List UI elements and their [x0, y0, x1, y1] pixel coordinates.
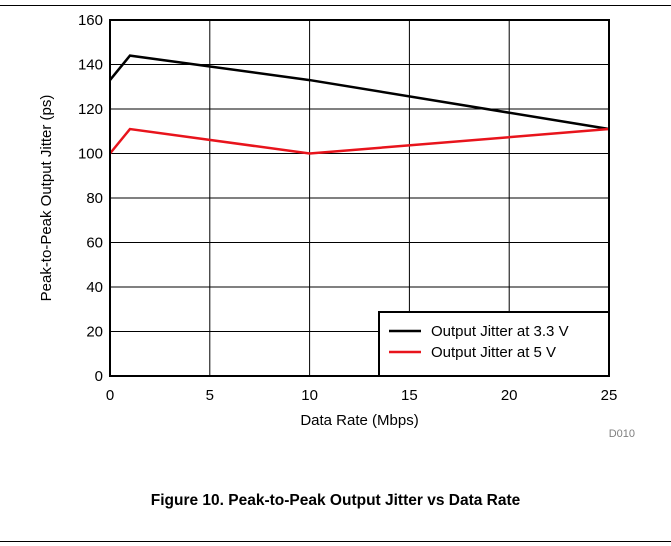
legend-label: Output Jitter at 5 V — [431, 344, 556, 361]
y-tick-label: 120 — [78, 101, 103, 118]
y-axis-label: Peak-to-Peak Output Jitter (ps) — [38, 95, 55, 302]
series-lines — [109, 54, 610, 155]
x-tick-label: 20 — [501, 387, 518, 404]
x-axis-label: Data Rate (Mbps) — [300, 412, 418, 429]
legend-box — [378, 311, 610, 377]
x-tick-label: 15 — [401, 387, 418, 404]
y-tick-label: 60 — [86, 235, 103, 252]
x-tick-label: 25 — [601, 387, 618, 404]
legend: Output Jitter at 3.3 V Output Jitter at 5… — [378, 311, 610, 377]
x-tick-label: 10 — [301, 387, 318, 404]
x-tick-label: 5 — [206, 387, 214, 404]
legend-label: Output Jitter at 3.3 V — [431, 323, 569, 340]
figure-id: D010 — [609, 428, 635, 440]
series-line-1 — [109, 54, 610, 131]
y-tick-label: 40 — [86, 279, 103, 296]
series-line-2 — [109, 127, 610, 155]
bottom-rule — [0, 541, 671, 542]
y-tick-label: 0 — [95, 368, 103, 385]
x-tick-label: 0 — [106, 387, 114, 404]
y-tick-label: 20 — [86, 324, 103, 341]
tick-labels: 0 5 10 15 20 25 0 20 40 60 80 100 120 140 160 — [78, 12, 617, 404]
figure-caption: Figure 10. Peak-to-Peak Output Jitter vs… — [150, 492, 521, 509]
y-tick-label: 80 — [86, 190, 103, 207]
plot-frame — [109, 19, 610, 377]
y-tick-label: 160 — [78, 12, 103, 29]
top-rule — [0, 5, 671, 6]
y-tick-label: 100 — [78, 146, 103, 163]
y-tick-label: 140 — [78, 57, 103, 74]
